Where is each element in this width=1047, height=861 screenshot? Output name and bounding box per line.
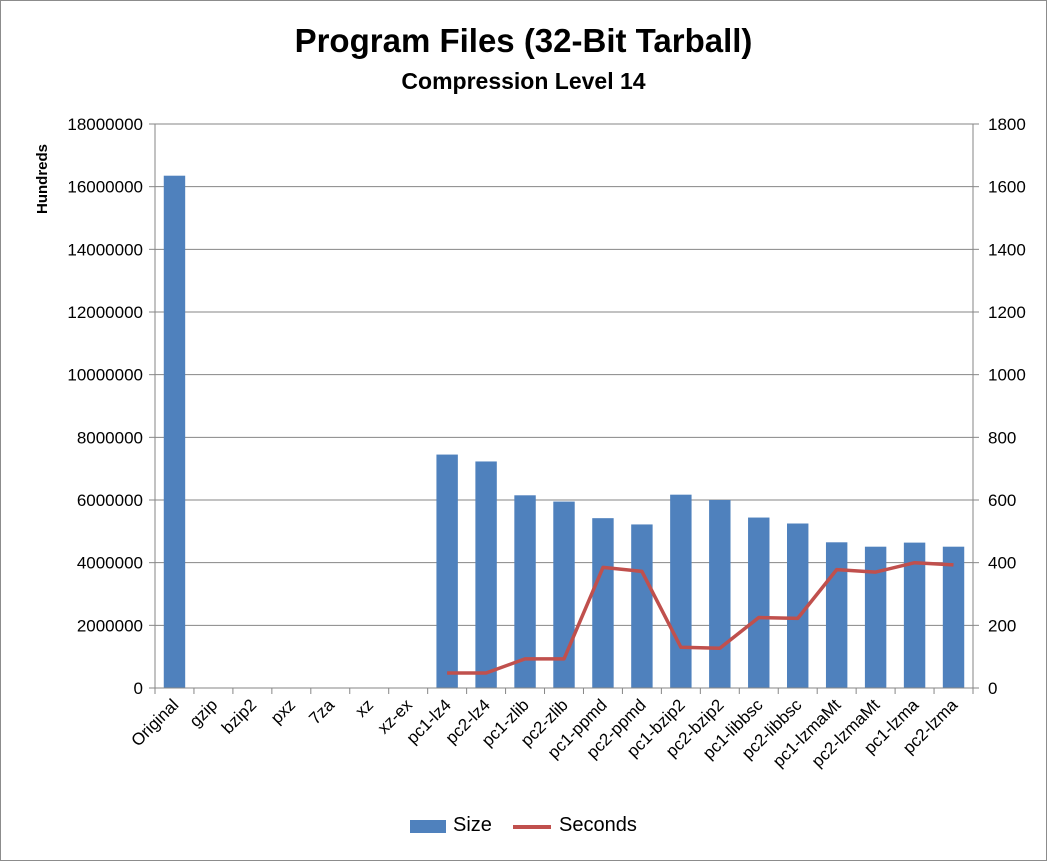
bar-pc2-ppmd — [631, 524, 653, 688]
y2-tick-label: 1600 — [988, 178, 1026, 197]
bar-pc1-libbsc — [748, 517, 770, 688]
bar-pc2-zlib — [553, 501, 575, 688]
y-tick-label: 4000000 — [77, 554, 143, 573]
y-tick-label: 6000000 — [77, 491, 143, 510]
x-tick-label: gzip — [186, 695, 221, 730]
bar-pc2-libbsc — [787, 523, 809, 688]
legend-label-size: Size — [453, 814, 492, 836]
bar-Original — [163, 175, 186, 688]
y2-tick-label: 1000 — [988, 366, 1026, 385]
y2-tick-label: 800 — [988, 428, 1016, 447]
bar-pc2-lzmaMt — [864, 546, 887, 688]
bar-series — [163, 175, 965, 688]
legend-swatch-seconds — [513, 825, 551, 829]
y-axis-ticks: 0 2000000 4000000 6000000 8000000 10000000 120… — [67, 115, 143, 698]
y2-tick-label: 200 — [988, 616, 1016, 635]
bar-pc1-lzmaMt — [825, 542, 848, 688]
y2-tick-label: 400 — [988, 554, 1016, 573]
x-tick-label: 7za — [305, 695, 338, 728]
bar-pc2-bzip2 — [709, 500, 731, 688]
bar-pc1-lzma — [903, 542, 926, 688]
legend: Size Seconds — [0, 814, 1047, 840]
legend-swatch-size — [410, 820, 446, 833]
x-tick-label: Original — [127, 695, 182, 750]
y-tick-label: 0 — [134, 679, 143, 698]
y-tick-label: 14000000 — [67, 240, 143, 259]
y2-axis-ticks: 0 200 400 600 800 1000 1200 1400 1600 1800 — [988, 115, 1026, 698]
y2-tick-label: 600 — [988, 491, 1016, 510]
bar-pc1-zlib — [514, 495, 536, 688]
bar-pc2-lz4 — [475, 461, 497, 688]
chart-subtitle: Compression Level 14 — [401, 68, 646, 94]
y-tick-label: 12000000 — [67, 303, 143, 322]
bar-pc1-ppmd — [592, 518, 614, 688]
x-tick-label: bzip2 — [218, 695, 260, 737]
y2-tick-label: 0 — [988, 679, 997, 698]
x-tick-label: pxz — [267, 695, 299, 727]
axes — [149, 123, 979, 694]
legend-label-seconds: Seconds — [559, 814, 637, 836]
line-series — [447, 560, 954, 675]
chart-title: Program Files (32-Bit Tarball) — [294, 22, 753, 59]
bar-pc1-lz4 — [436, 454, 458, 688]
y-tick-label: 2000000 — [77, 616, 143, 635]
y-tick-label: 16000000 — [67, 178, 143, 197]
bar-pc2-lzma — [942, 546, 965, 688]
y-tick-label: 18000000 — [67, 115, 143, 134]
y2-tick-label: 1400 — [988, 240, 1026, 259]
bar-pc1-bzip2 — [670, 494, 692, 688]
y-axis-label: Hundreds — [34, 144, 51, 214]
y2-tick-label: 1200 — [988, 303, 1026, 322]
y-tick-label: 8000000 — [77, 428, 143, 447]
x-tick-label: xz — [352, 695, 377, 720]
line-seconds — [447, 560, 954, 675]
y-tick-label: 10000000 — [67, 366, 143, 385]
y2-tick-label: 1800 — [988, 115, 1026, 134]
